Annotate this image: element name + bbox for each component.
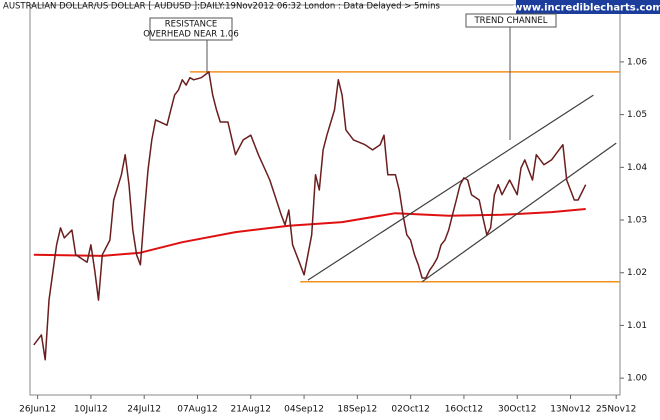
y-tick-label: 1.05 <box>627 110 647 120</box>
line-series <box>33 208 586 257</box>
y-tick-label: 1.03 <box>627 216 647 226</box>
y-tick-label: 1.04 <box>627 163 647 173</box>
x-tick-label: 10Jul12 <box>74 405 108 415</box>
x-tick-label: 02Oct12 <box>391 405 429 415</box>
x-tick-label: 26Jun12 <box>19 405 56 415</box>
x-tick-label: 16Oct12 <box>445 405 483 415</box>
annotation-box <box>149 17 233 41</box>
source: www.incrediblecharts.com <box>513 3 660 14</box>
line-series <box>33 71 587 361</box>
plot-frame <box>29 4 621 396</box>
annotation: RESISTANCE <box>165 20 218 30</box>
annotation: OVERHEAD NEAR 1.06 <box>143 30 239 40</box>
annotation: TREND CHANNEL <box>473 16 547 26</box>
plot-area <box>33 71 620 361</box>
line-series <box>307 94 594 281</box>
chart-title: AUSTRALIAN DOLLAR/US DOLLAR [ AUDUSD ]:D… <box>3 2 440 12</box>
x-tick-label: 13Nov12 <box>550 405 590 415</box>
y-tick-label: 1.00 <box>627 374 647 384</box>
x-tick-label: 04Sep12 <box>284 405 324 415</box>
y-tick-label: 1.01 <box>627 321 647 331</box>
x-tick-label: 30Oct12 <box>498 405 536 415</box>
x-tick-label: 18Sep12 <box>337 405 377 415</box>
annotation-box <box>465 13 557 28</box>
y-tick-label: 1.06 <box>627 57 647 67</box>
source-box <box>516 0 660 14</box>
x-tick-label: 21Aug12 <box>231 405 271 415</box>
line-series <box>421 142 617 283</box>
x-tick-label: 24Jul12 <box>127 405 161 415</box>
x-tick-label: 25Nov12 <box>596 405 636 415</box>
x-tick-label: 07Aug12 <box>177 405 217 415</box>
y-tick-label: 1.02 <box>627 268 647 278</box>
